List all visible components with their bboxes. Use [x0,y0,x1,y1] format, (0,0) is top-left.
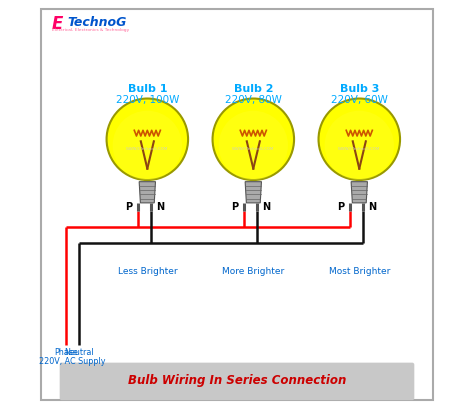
Text: More Brighter: More Brighter [222,267,284,276]
Text: WWW.ETechnoG.COM: WWW.ETechnoG.COM [338,148,381,151]
Text: P: P [125,202,132,212]
Text: Bulb 2: Bulb 2 [234,83,273,94]
Text: Bulb 3: Bulb 3 [339,83,379,94]
Text: N: N [156,202,164,212]
Polygon shape [139,182,155,203]
Text: P: P [337,202,344,212]
Circle shape [219,111,288,180]
Polygon shape [351,182,367,203]
Text: Most Brighter: Most Brighter [328,267,390,276]
Text: E: E [52,15,63,33]
Text: 220V, 80W: 220V, 80W [225,94,282,105]
Text: WWW.ETechnoG.COM: WWW.ETechnoG.COM [126,148,168,151]
Text: 220V, 60W: 220V, 60W [331,94,388,105]
Text: Neutral: Neutral [64,348,94,357]
Text: Phase: Phase [54,348,78,357]
Circle shape [212,99,294,180]
FancyBboxPatch shape [60,363,414,400]
Circle shape [107,99,188,180]
Polygon shape [245,182,262,203]
Text: Bulb Wiring In Series Connection: Bulb Wiring In Series Connection [128,375,346,387]
Circle shape [113,111,182,180]
Text: 220V, AC Supply: 220V, AC Supply [39,357,106,366]
Text: Electrical, Electronics & Technology: Electrical, Electronics & Technology [52,27,129,31]
Text: Less Brighter: Less Brighter [118,267,177,276]
FancyBboxPatch shape [41,9,433,400]
Text: Bulb 1: Bulb 1 [128,83,167,94]
Text: P: P [231,202,238,212]
Circle shape [325,111,394,180]
Text: 220V, 100W: 220V, 100W [116,94,179,105]
Circle shape [319,99,400,180]
Text: WWW.ETechnoG.COM: WWW.ETechnoG.COM [232,148,274,151]
Text: N: N [262,202,270,212]
Text: TechnoG: TechnoG [68,16,127,29]
Text: N: N [368,202,376,212]
